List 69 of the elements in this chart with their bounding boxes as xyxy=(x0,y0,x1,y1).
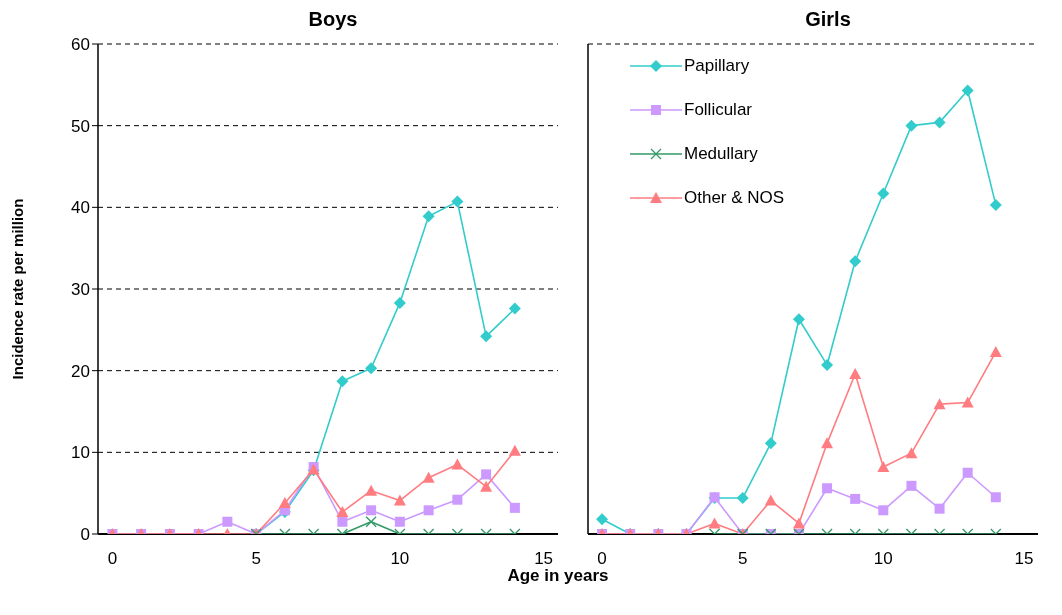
x-tick-label: 0 xyxy=(597,549,607,569)
point xyxy=(394,516,405,527)
x-tick-label: 10 xyxy=(390,549,410,569)
point xyxy=(792,313,805,326)
point xyxy=(849,367,862,379)
y-tick-label: 30 xyxy=(71,280,90,300)
y-axis-title: Incidence rate per million xyxy=(9,198,27,380)
point xyxy=(336,505,349,517)
point xyxy=(989,198,1002,211)
point xyxy=(934,503,945,514)
point xyxy=(933,116,946,129)
point xyxy=(452,494,463,505)
x-tick-label: 0 xyxy=(107,549,118,569)
y-tick-label: 20 xyxy=(71,361,90,381)
point xyxy=(877,187,890,200)
point xyxy=(961,84,974,97)
y-tick-label: 0 xyxy=(80,525,90,545)
x-tick-label: 5 xyxy=(737,549,748,569)
x-tick-label: 5 xyxy=(251,549,261,569)
point xyxy=(422,471,435,483)
point xyxy=(365,362,378,375)
x-axis-title: Age in years xyxy=(507,566,609,585)
point xyxy=(821,358,834,371)
x-tick-label: 15 xyxy=(1014,549,1034,569)
point xyxy=(792,517,805,529)
y-tick-label: 50 xyxy=(71,116,90,136)
point xyxy=(508,302,521,315)
point xyxy=(509,502,520,513)
point xyxy=(337,516,348,527)
legend-label: Other & NOS xyxy=(684,188,785,208)
point xyxy=(849,255,862,268)
legend-label: Medullary xyxy=(684,144,758,164)
x-tick-label: 15 xyxy=(534,549,554,569)
point xyxy=(480,330,493,343)
point xyxy=(877,461,890,473)
point xyxy=(821,437,834,449)
point xyxy=(422,210,435,223)
chart-title: Girls xyxy=(804,8,852,32)
point xyxy=(481,469,492,480)
point xyxy=(222,516,233,527)
point xyxy=(278,496,291,508)
point xyxy=(905,119,918,132)
point xyxy=(336,375,349,388)
point xyxy=(933,398,946,410)
point xyxy=(764,494,777,506)
point xyxy=(451,195,464,208)
point xyxy=(905,447,918,459)
chart-title: Boys xyxy=(307,8,359,32)
legend-label: Follicular xyxy=(684,100,753,120)
point xyxy=(366,505,377,516)
point xyxy=(708,517,721,529)
point xyxy=(365,484,378,496)
y-tick-label: 40 xyxy=(71,198,90,218)
y-tick-label: 10 xyxy=(71,443,90,463)
point xyxy=(451,458,464,470)
point xyxy=(962,467,973,478)
y-tick-label: 60 xyxy=(71,35,90,55)
point xyxy=(989,345,1002,357)
point xyxy=(480,480,493,492)
point xyxy=(961,396,974,408)
legend-label: Papillary xyxy=(684,56,750,76)
point xyxy=(393,494,406,506)
point xyxy=(906,480,917,491)
point xyxy=(508,444,521,456)
point xyxy=(850,493,861,504)
x-tick-label: 10 xyxy=(873,549,893,569)
point xyxy=(393,296,406,309)
point xyxy=(423,505,434,516)
point xyxy=(764,437,777,450)
